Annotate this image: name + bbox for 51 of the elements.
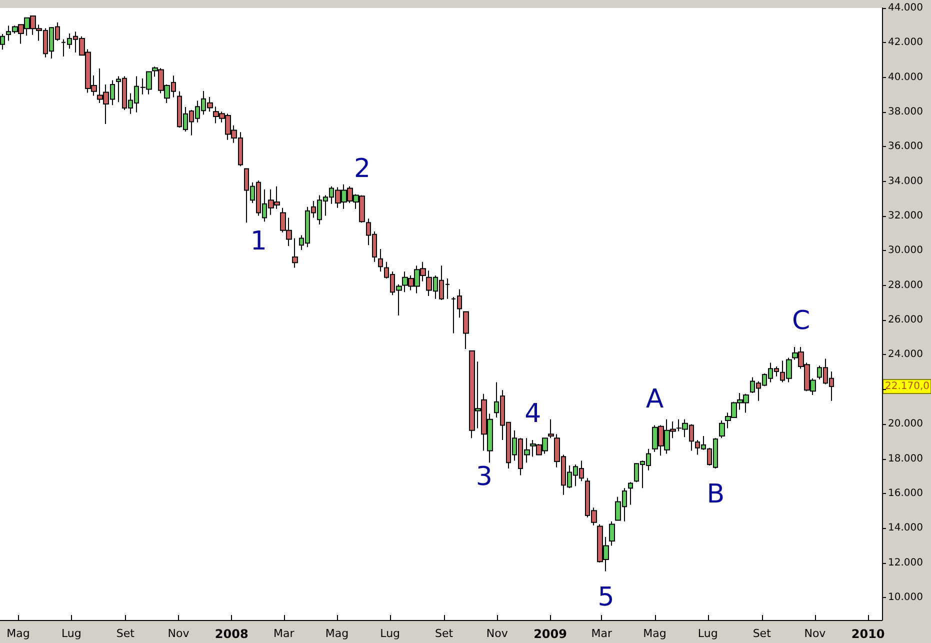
y-tick-label: 28.000 — [888, 280, 923, 291]
annotation: B — [706, 479, 725, 510]
y-tick-label: 16.000 — [888, 488, 923, 499]
x-tick-label: Nov — [486, 627, 508, 640]
annotation: 5 — [598, 582, 614, 612]
candlestick — [0, 34, 5, 50]
x-tick-label: Set — [116, 627, 136, 640]
x-tick-label: Lug — [61, 627, 82, 640]
y-tick-label: 34.000 — [888, 176, 923, 187]
y-tick-label: 18.000 — [888, 453, 923, 464]
annotation: 3 — [476, 462, 492, 492]
y-tick-label: 32.000 — [888, 210, 923, 222]
annotation: 1 — [250, 226, 267, 257]
y-tick-label: 44.000 — [888, 2, 923, 14]
candlestick — [548, 418, 554, 439]
x-tick-label: Mag — [6, 627, 30, 640]
x-tick-label: 2008 — [214, 627, 248, 641]
y-tick-label: 24.000 — [888, 349, 923, 360]
x-tick-label: Nov — [168, 627, 190, 640]
y-tick-label: 38.000 — [888, 106, 923, 118]
y-tick-label: 20.000 — [888, 418, 923, 430]
y-tick-label: 14.000 — [888, 522, 923, 534]
x-tick-label: Mag — [643, 627, 666, 640]
y-tick-label: 10.000 — [888, 592, 923, 603]
y-tick-label: 36.000 — [888, 141, 923, 152]
text: 22.170,0 — [885, 380, 930, 392]
candlestick — [628, 482, 633, 506]
x-tick-label: Set — [435, 627, 454, 640]
annotation: C — [792, 306, 810, 336]
y-tick-label: 42.000 — [888, 37, 923, 48]
candlestick — [463, 311, 469, 350]
x-tick-label: Lug — [698, 627, 718, 640]
candlestick — [292, 238, 298, 268]
y-tick-label: 30.000 — [888, 245, 923, 256]
x-tick-label: 2010 — [851, 627, 885, 641]
annotation: A — [646, 384, 664, 414]
annotation: 4 — [524, 399, 542, 430]
y-tick-label: 26.000 — [888, 314, 923, 326]
x-tick-label: Mag — [325, 627, 349, 640]
x-tick-label: Lug — [380, 627, 400, 640]
candlestick — [609, 520, 615, 546]
x-tick-label: 2009 — [534, 627, 567, 641]
x-tick-label: Nov — [804, 627, 826, 640]
y-tick-label: 40.000 — [888, 72, 923, 83]
x-tick-label: Mar — [273, 627, 295, 640]
y-tick-label: 12.000 — [888, 557, 923, 568]
candlestick — [378, 248, 383, 272]
x-tick-label: Mar — [591, 627, 612, 640]
annotation: 2 — [354, 154, 370, 184]
candlestick — [719, 420, 725, 439]
x-tick-label: Set — [752, 627, 772, 640]
